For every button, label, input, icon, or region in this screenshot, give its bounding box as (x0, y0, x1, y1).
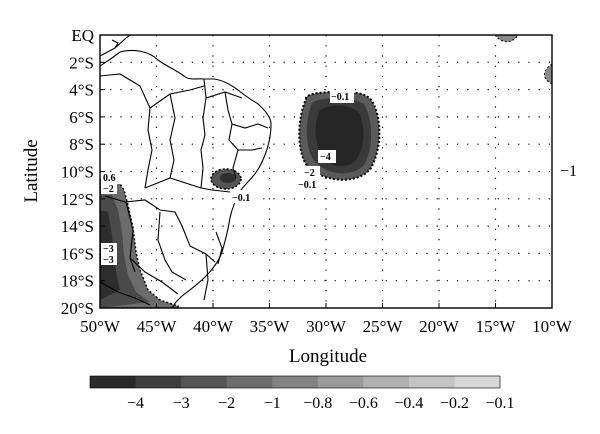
longitude-tick-label: 10°W (532, 317, 573, 336)
latitude-axis-title: Latitude (21, 139, 42, 202)
longitude-tick-label: 35°W (250, 317, 291, 336)
contour-label: −2 (304, 168, 315, 179)
contour-label: −0.1 (331, 92, 349, 103)
contour-region-coastal (210, 168, 242, 190)
colorbar-frame (89, 375, 501, 389)
latitude-tick-label: 18°S (61, 272, 94, 291)
latitude-tick-label: 6°S (69, 108, 94, 127)
colorbar-swatch (408, 376, 455, 388)
contour-label: −4 (320, 152, 331, 163)
contour-label: 0.6 (103, 173, 116, 184)
colorbar-swatch (135, 376, 182, 388)
colorbar-tick-label: −1 (264, 395, 281, 412)
longitude-tick-label: 15°W (476, 317, 517, 336)
colorbar-tick-label: −0.2 (440, 395, 469, 412)
colorbar-tick-label: −4 (127, 395, 144, 412)
latitude-tick-label: 8°S (69, 135, 94, 154)
colorbar: −4 −3 −2 −1 −0.8 −0.6 −0.4 −0.2 −0.1 (89, 375, 515, 412)
latitude-tick-label: EQ (71, 26, 94, 45)
longitude-tick-label: 20°W (419, 317, 460, 336)
contour-label: −0.1 (232, 193, 250, 204)
colorbar-swatch (90, 376, 137, 388)
contour-label: −3 (103, 244, 114, 255)
longitude-ticks: 50°W 45°W 40°W 35°W 30°W 25°W 20°W 15°W 10°W (80, 303, 573, 336)
longitude-tick-label: 30°W (306, 317, 347, 336)
latitude-tick-label: 12°S (61, 190, 94, 209)
latitude-tick-label: 10°S (61, 163, 94, 182)
longitude-tick-label: 45°W (137, 317, 178, 336)
colorbar-swatch (363, 376, 410, 388)
longitude-tick-label: 40°W (193, 317, 234, 336)
land-boundaries (100, 35, 272, 308)
contour-label: −0.1 (298, 180, 316, 191)
colorbar-tick-label: −0.6 (349, 395, 378, 412)
colorbar-swatch (454, 376, 501, 388)
longitude-axis-title: Longitude (289, 346, 367, 367)
colorbar-swatch (272, 376, 319, 388)
latitude-tick-label: 14°S (61, 217, 94, 236)
contour-region-northeast-edge (494, 35, 552, 85)
longitude-tick-label: 25°W (363, 317, 404, 336)
colorbar-swatch (317, 376, 364, 388)
latitude-tick-label: 16°S (61, 244, 94, 263)
colorbar-tick-label: −0.4 (394, 395, 423, 412)
latitude-tick-label: 4°S (69, 81, 94, 100)
latitude-ticks: EQ 2°S 4°S 6°S 8°S 10°S 12°S 14°S 16°S 18°S 20°S (61, 26, 105, 318)
colorbar-tick-label: −3 (173, 395, 190, 412)
colorbar-tick-label: −0.1 (485, 395, 514, 412)
colorbar-tick-label: −0.8 (303, 395, 332, 412)
colorbar-swatch (181, 376, 228, 388)
latitude-tick-label: 20°S (61, 299, 94, 318)
longitude-tick-label: 50°W (80, 317, 121, 336)
latitude-tick-label: 2°S (69, 53, 94, 72)
contour-label: −3 (103, 255, 114, 266)
contour-labels: −0.1 −4 −2 −0.1 −0.1 0.6 −2 −3 −3 (101, 90, 354, 266)
colorbar-swatch (226, 376, 273, 388)
side-value-label: −1 (560, 163, 577, 180)
contour-label: −2 (103, 184, 114, 195)
colorbar-tick-label: −2 (218, 395, 235, 412)
